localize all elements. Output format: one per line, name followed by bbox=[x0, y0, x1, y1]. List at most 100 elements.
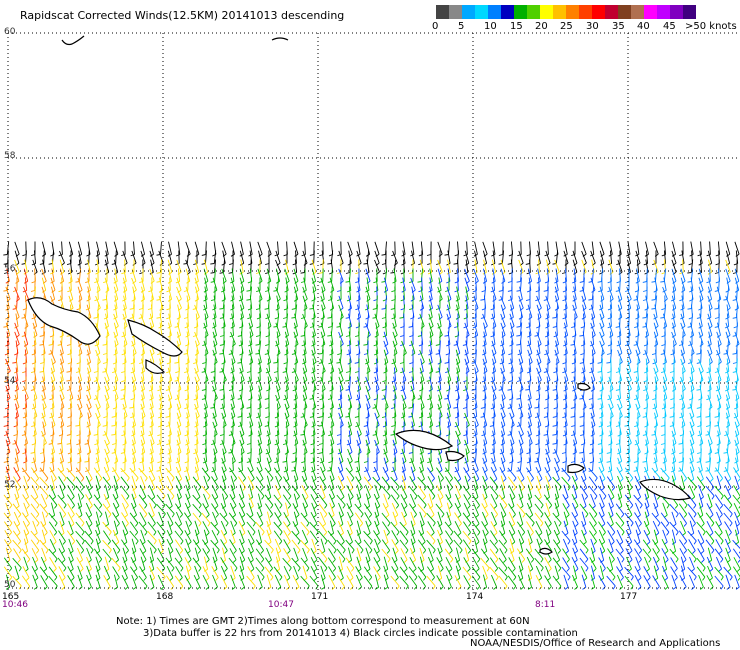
coastline bbox=[445, 450, 465, 462]
wind-barb bbox=[680, 520, 686, 536]
wind-barb bbox=[472, 313, 478, 329]
coastline bbox=[567, 463, 585, 474]
wind-barb bbox=[409, 493, 417, 509]
wind-barb bbox=[534, 448, 541, 463]
wind-barb bbox=[437, 241, 443, 257]
wind-barb bbox=[202, 503, 210, 518]
wind-barb bbox=[525, 512, 535, 527]
wind-barb bbox=[455, 385, 460, 401]
wind-barb bbox=[490, 493, 498, 509]
wind-barb bbox=[293, 475, 299, 491]
wind-barb bbox=[131, 475, 137, 491]
wind-barb bbox=[526, 467, 534, 482]
wind-barb bbox=[373, 566, 381, 581]
wind-barb bbox=[624, 467, 634, 482]
wind-barb bbox=[93, 503, 103, 518]
wind-barb bbox=[526, 502, 534, 518]
wind-barb bbox=[544, 467, 552, 482]
wind-barb bbox=[444, 241, 450, 256]
wind-barb bbox=[516, 503, 526, 518]
wind-barb bbox=[535, 520, 543, 536]
wind-barb bbox=[138, 521, 148, 536]
wind-barb bbox=[184, 530, 192, 545]
wind-barb bbox=[329, 331, 334, 347]
wind-barb bbox=[318, 494, 328, 509]
wind-barb bbox=[634, 475, 642, 491]
wind-barb bbox=[176, 403, 182, 419]
wind-barb bbox=[391, 502, 399, 518]
wind-barb bbox=[544, 322, 550, 338]
wind-barb bbox=[671, 574, 677, 590]
wind-barb bbox=[408, 575, 418, 590]
legend-label-4: 20 bbox=[535, 21, 548, 32]
wind-barb bbox=[31, 565, 39, 581]
wind-barb bbox=[129, 521, 139, 536]
wind-barb bbox=[266, 574, 272, 590]
wind-barb bbox=[291, 530, 301, 545]
wind-barb bbox=[355, 566, 363, 581]
wind-barb bbox=[401, 475, 407, 491]
wind-barb bbox=[363, 530, 373, 545]
wind-barb bbox=[724, 467, 732, 482]
wind-barb bbox=[662, 556, 668, 572]
wind-barb bbox=[472, 512, 480, 527]
wind-barb bbox=[85, 467, 93, 482]
wind-barb bbox=[381, 485, 391, 500]
wind-barb bbox=[292, 574, 300, 590]
wind-barb bbox=[283, 548, 291, 563]
wind-barb bbox=[273, 530, 283, 545]
wind-barb bbox=[255, 566, 265, 581]
wind-barb bbox=[616, 385, 621, 401]
wind-barb bbox=[364, 512, 372, 527]
wind-barb bbox=[346, 485, 354, 500]
wind-barb bbox=[157, 403, 163, 419]
wind-barb bbox=[12, 557, 22, 572]
wind-barb bbox=[562, 557, 570, 572]
wind-barb bbox=[642, 403, 648, 418]
wind-barb bbox=[193, 574, 201, 590]
wind-barb bbox=[84, 539, 94, 554]
wind-barb bbox=[327, 530, 337, 545]
wind-barb bbox=[535, 466, 543, 482]
wind-barb bbox=[318, 521, 328, 536]
wind-barb bbox=[3, 313, 10, 328]
lon-label-165: 165 bbox=[2, 592, 20, 602]
wind-barb bbox=[626, 448, 631, 464]
wind-barb bbox=[516, 521, 526, 536]
wind-barb bbox=[58, 548, 66, 563]
wind-barb bbox=[48, 548, 58, 563]
wind-barb bbox=[590, 259, 595, 275]
legend-swatch-10 bbox=[566, 5, 579, 19]
wind-barb bbox=[527, 538, 533, 554]
wind-barb bbox=[491, 385, 497, 401]
wind-barb bbox=[175, 548, 183, 563]
wind-barb bbox=[634, 259, 640, 275]
wind-barb bbox=[104, 394, 110, 410]
wind-barb bbox=[401, 385, 407, 401]
wind-barb bbox=[445, 556, 453, 572]
wind-barb bbox=[282, 494, 292, 509]
wind-barb bbox=[445, 494, 453, 509]
wind-barb bbox=[210, 539, 220, 554]
wind-barb bbox=[437, 349, 442, 365]
wind-barb bbox=[167, 259, 173, 275]
wind-barb bbox=[156, 457, 162, 472]
map-title: Rapidscat Corrected Winds(12.5KM) 201410… bbox=[20, 9, 345, 22]
wind-barb bbox=[220, 539, 228, 554]
wind-barb bbox=[184, 548, 192, 563]
wind-barb bbox=[175, 475, 183, 491]
wind-barb bbox=[463, 557, 471, 572]
wind-barb bbox=[221, 493, 227, 509]
wind-barb bbox=[508, 484, 516, 500]
wind-barb bbox=[363, 340, 369, 355]
wind-barb bbox=[723, 494, 733, 509]
wind-barb bbox=[455, 340, 461, 356]
wind-barb bbox=[75, 512, 85, 527]
wind-barb bbox=[696, 394, 702, 409]
wind-barb bbox=[247, 530, 255, 545]
wind-barb bbox=[345, 557, 355, 572]
wind-barb bbox=[599, 304, 605, 320]
wind-barb bbox=[553, 529, 561, 545]
wind-barb bbox=[707, 376, 712, 392]
wind-barb bbox=[716, 385, 722, 401]
